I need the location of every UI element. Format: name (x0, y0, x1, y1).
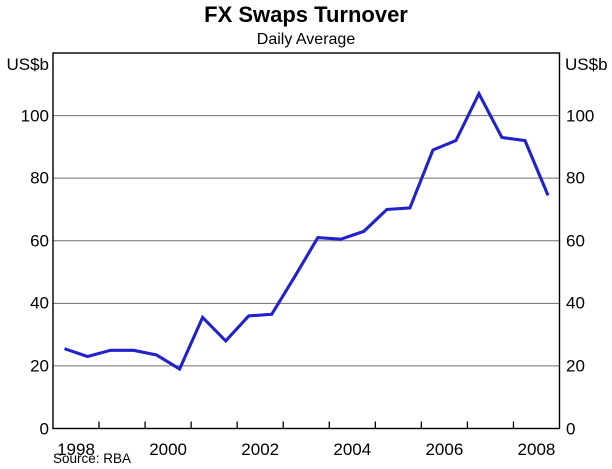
y-tick-label-right-100: 100 (566, 106, 595, 126)
y-axis-unit-right: US$b (565, 55, 608, 74)
y-tick-label-left-0: 0 (39, 419, 49, 438)
y-axis-unit-left: US$b (6, 55, 49, 74)
y-tick-label-right-40: 40 (566, 293, 585, 313)
y-tick-label-right-80: 80 (566, 168, 585, 188)
x-tick-label-2002: 2002 (241, 440, 280, 459)
y-tick-label-left-60: 60 (30, 231, 49, 251)
x-tick-label-1998: 1998 (57, 440, 95, 459)
data-line-fx-swaps (64, 90, 550, 372)
x-tick-label-2008: 2008 (517, 440, 556, 459)
x-tick-label-2006: 2006 (425, 440, 464, 459)
chart-subtitle: Daily Average (256, 31, 356, 48)
y-tick-label-left-80: 80 (30, 168, 49, 188)
source-note: Source: RBA (53, 451, 132, 466)
y-tick-label-right-0: 0 (566, 419, 576, 438)
y-tick-label-right-20: 20 (566, 356, 585, 376)
y-tick-label-left-100: 100 (20, 106, 49, 126)
y-tick-label-right-60: 60 (566, 231, 585, 251)
y-tick-label-left-40: 40 (30, 293, 49, 313)
y-tick-label-left-20: 20 (30, 356, 49, 376)
x-tick-label-2004: 2004 (333, 440, 372, 459)
chart-title: FX Swaps Turnover (204, 2, 408, 27)
x-tick-label-2000: 2000 (149, 440, 188, 459)
plot-frame (52, 52, 561, 430)
